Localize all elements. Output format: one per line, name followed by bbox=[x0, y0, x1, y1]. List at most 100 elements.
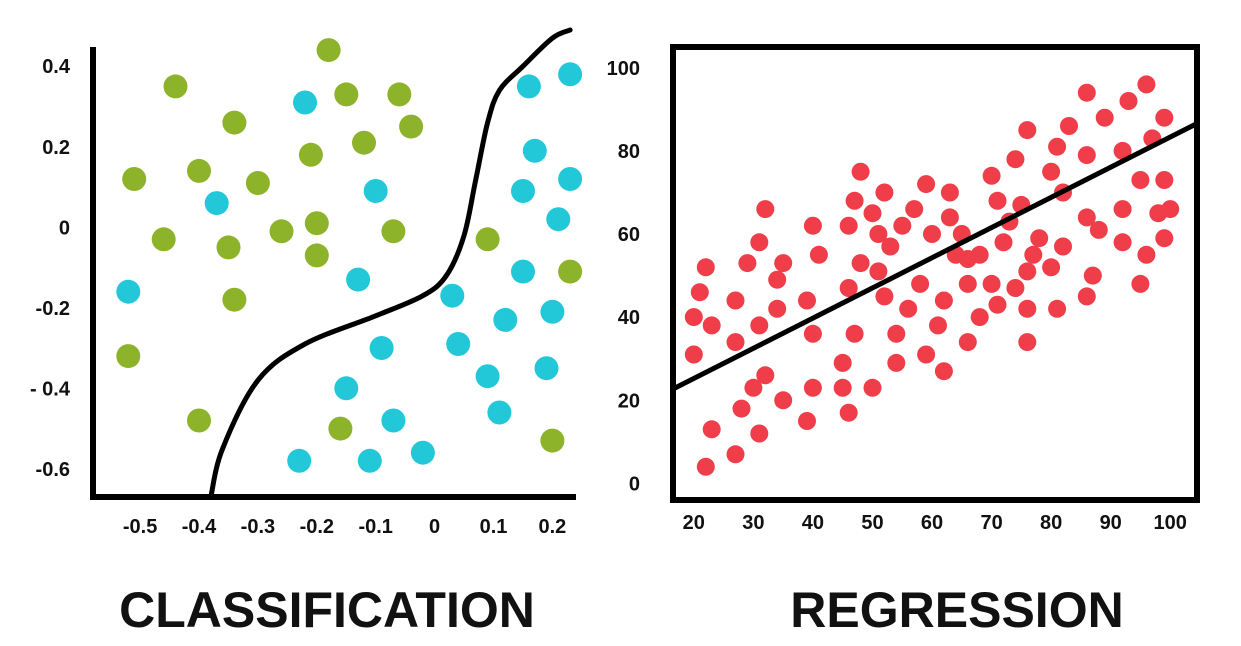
x-tick-label: 70 bbox=[980, 512, 1002, 534]
data-point bbox=[1095, 108, 1114, 127]
y-tick-label: 0.2 bbox=[42, 137, 70, 159]
data-point bbox=[1149, 204, 1168, 223]
data-point bbox=[1030, 229, 1049, 248]
data-point bbox=[116, 344, 141, 369]
x-tick-label: -0.2 bbox=[300, 516, 334, 538]
classification-caption: CLASSIFICATION bbox=[119, 582, 535, 638]
data-point bbox=[726, 445, 745, 464]
data-point bbox=[204, 191, 229, 216]
x-tick-label: -0.3 bbox=[241, 516, 275, 538]
data-point bbox=[511, 179, 535, 203]
data-point bbox=[696, 457, 715, 476]
data-point bbox=[696, 258, 715, 277]
data-point bbox=[756, 366, 775, 385]
data-point bbox=[1006, 150, 1025, 169]
data-point bbox=[845, 191, 864, 210]
regression-trend-line bbox=[671, 121, 1199, 392]
data-point bbox=[982, 166, 1001, 185]
regression-chart: 20 30 40 50 60 70 80 90 100 100 80 60 40 20 0 REGRESS… bbox=[607, 44, 1200, 638]
data-point bbox=[116, 279, 141, 304]
data-point bbox=[1060, 117, 1078, 135]
y-tick-label: 40 bbox=[618, 307, 640, 329]
data-point bbox=[1018, 299, 1037, 318]
data-point bbox=[446, 332, 471, 356]
data-point bbox=[287, 448, 312, 473]
y-tick-label: 0.4 bbox=[42, 56, 71, 78]
data-point bbox=[839, 403, 858, 422]
x-tick-label: 0 bbox=[429, 516, 440, 538]
regression-y-tick-labels: 100 80 60 40 20 0 bbox=[607, 58, 640, 496]
data-point bbox=[363, 179, 388, 203]
data-point bbox=[558, 62, 583, 87]
data-point bbox=[304, 243, 329, 268]
data-point bbox=[187, 158, 211, 183]
data-point bbox=[475, 364, 500, 389]
data-point bbox=[726, 333, 745, 352]
data-point bbox=[1077, 287, 1096, 306]
data-point bbox=[1155, 108, 1174, 127]
data-point bbox=[522, 138, 547, 163]
data-point bbox=[958, 333, 977, 352]
data-point bbox=[851, 254, 870, 273]
data-point bbox=[988, 295, 1007, 314]
data-point bbox=[750, 424, 769, 443]
data-point bbox=[1018, 121, 1037, 140]
data-point bbox=[809, 245, 828, 264]
data-point bbox=[1042, 258, 1061, 277]
data-point bbox=[863, 378, 882, 397]
regression-frame bbox=[670, 44, 1200, 503]
data-point bbox=[1131, 171, 1150, 189]
data-point bbox=[833, 378, 852, 397]
data-point bbox=[702, 420, 721, 439]
data-point bbox=[803, 216, 822, 235]
data-point bbox=[316, 38, 341, 63]
data-point bbox=[493, 307, 518, 332]
data-point bbox=[1018, 262, 1037, 281]
data-point bbox=[334, 376, 359, 401]
x-tick-label: 60 bbox=[921, 512, 943, 534]
data-point bbox=[1155, 171, 1174, 189]
data-point bbox=[869, 225, 888, 243]
x-tick-label: -0.5 bbox=[123, 516, 157, 538]
data-point bbox=[1131, 274, 1150, 293]
data-point bbox=[151, 227, 176, 252]
data-point bbox=[887, 353, 906, 372]
data-point bbox=[756, 200, 775, 219]
data-point bbox=[1054, 237, 1072, 256]
data-point bbox=[702, 316, 721, 335]
data-point bbox=[803, 378, 822, 397]
y-tick-label: -0.2 bbox=[36, 298, 70, 320]
x-tick-label: 0.2 bbox=[538, 516, 566, 538]
data-point bbox=[487, 400, 512, 425]
data-point bbox=[869, 262, 888, 281]
data-point bbox=[1077, 146, 1096, 165]
data-point bbox=[881, 237, 900, 256]
data-point bbox=[923, 225, 941, 243]
regression-points bbox=[684, 75, 1180, 476]
data-point bbox=[546, 207, 571, 232]
data-point bbox=[540, 428, 565, 453]
data-point bbox=[899, 299, 918, 318]
data-point bbox=[1048, 299, 1067, 318]
classification-axes bbox=[90, 47, 576, 500]
data-point bbox=[1024, 245, 1043, 264]
data-point bbox=[684, 308, 703, 327]
data-point bbox=[1155, 229, 1174, 248]
data-point bbox=[222, 287, 247, 312]
data-point bbox=[216, 235, 241, 260]
data-point bbox=[994, 233, 1013, 252]
data-point bbox=[893, 216, 912, 235]
regression-x-tick-labels: 20 30 40 50 60 70 80 90 100 bbox=[683, 512, 1187, 534]
x-tick-label: 40 bbox=[802, 512, 824, 534]
data-point bbox=[982, 274, 1001, 293]
data-point bbox=[222, 110, 247, 135]
data-point bbox=[798, 291, 816, 310]
data-point bbox=[732, 399, 751, 418]
data-point bbox=[1048, 137, 1067, 156]
data-point bbox=[1042, 162, 1061, 181]
data-point bbox=[346, 267, 371, 292]
y-tick-label: 60 bbox=[618, 224, 640, 246]
data-point bbox=[940, 183, 959, 202]
data-point bbox=[187, 408, 211, 433]
